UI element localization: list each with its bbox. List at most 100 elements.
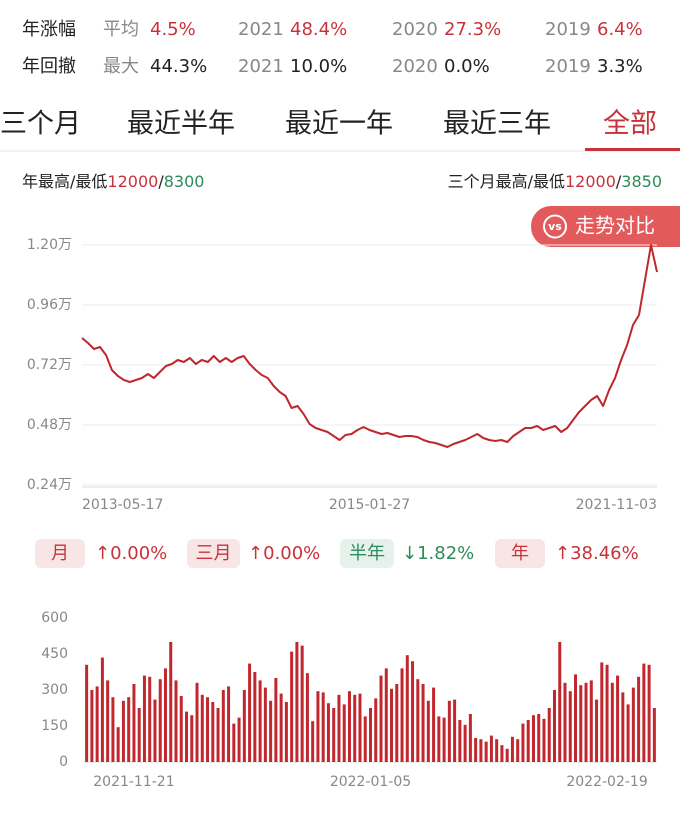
- bar: [206, 697, 210, 762]
- x-tick-label: 2022-02-19: [566, 774, 647, 790]
- stat-cell: 最大: [103, 56, 139, 77]
- bar: [163, 668, 167, 762]
- bar: [405, 655, 409, 762]
- period-badge: [495, 539, 545, 568]
- bar: [552, 690, 556, 762]
- bar: [626, 704, 630, 762]
- bar: [85, 664, 89, 762]
- bar: [574, 674, 578, 762]
- bar: [321, 692, 325, 762]
- bar: [290, 651, 294, 762]
- bar: [579, 685, 583, 762]
- bar: [595, 699, 599, 762]
- bar: [221, 690, 225, 762]
- bar: [169, 642, 173, 762]
- bar: [500, 745, 504, 762]
- stat-cell: 2021: [238, 56, 284, 77]
- tab[interactable]: 最近半年: [127, 109, 235, 140]
- tab[interactable]: 最近一年: [285, 109, 393, 140]
- vs-text: vs: [548, 220, 562, 233]
- range-low: 3850: [621, 172, 662, 191]
- tab[interactable]: 最近三年: [443, 109, 551, 140]
- bar: [547, 708, 551, 762]
- bar: [600, 662, 604, 762]
- bar: [379, 675, 383, 762]
- x-tick-label: 2021-11-03: [576, 497, 657, 513]
- bar: [458, 720, 462, 762]
- bar: [568, 691, 572, 762]
- period-badge: [340, 539, 394, 568]
- period: 半年: [349, 543, 385, 564]
- bar: [652, 708, 656, 762]
- bar: [263, 687, 267, 762]
- price-line: [81, 244, 658, 448]
- period-badge: [187, 539, 240, 568]
- bar: [258, 680, 262, 762]
- tab-underline: [585, 148, 680, 151]
- bar: [642, 663, 646, 762]
- bar: [510, 736, 514, 762]
- bar: [432, 687, 436, 762]
- stat-cell: 6.4%: [597, 19, 643, 40]
- bar: [216, 708, 220, 762]
- bar: [179, 696, 183, 762]
- bar: [589, 680, 593, 762]
- bar: [316, 691, 320, 762]
- tab[interactable]: 三个月: [0, 109, 81, 140]
- stat-cell: 4.5%: [150, 19, 196, 40]
- stat-cell: 44.3%: [150, 56, 207, 77]
- bar: [374, 698, 378, 762]
- bar: [127, 697, 131, 762]
- y-tick-label: 0.24万: [27, 477, 72, 493]
- stat-cell: 27.3%: [444, 19, 501, 40]
- bar: [369, 708, 372, 762]
- tab[interactable]: 全部: [603, 109, 657, 140]
- range-label: 年最高/最低: [22, 172, 107, 191]
- bar: [185, 711, 189, 762]
- bar: [400, 668, 404, 762]
- bar: [463, 724, 467, 762]
- change: ↑0.00%: [248, 543, 320, 564]
- bar: [326, 703, 330, 762]
- bar: [542, 718, 546, 762]
- change: ↓1.82%: [402, 543, 474, 564]
- bar: [116, 727, 120, 762]
- bar: [390, 688, 394, 762]
- stat-cell: 2021: [238, 19, 284, 40]
- bar: [232, 723, 236, 762]
- bar: [174, 680, 178, 762]
- bar: [531, 715, 535, 762]
- y-tick-label: 150: [41, 718, 68, 734]
- bar: [111, 697, 115, 762]
- bar: [95, 686, 99, 762]
- bar: [616, 675, 620, 762]
- bar: [426, 700, 430, 762]
- bar: [248, 663, 252, 762]
- y-tick-label: 450: [41, 646, 68, 662]
- bar: [453, 699, 457, 762]
- y-tick-label: 0.48万: [27, 417, 72, 433]
- bar: [537, 714, 541, 762]
- bar: [153, 699, 157, 762]
- bar: [489, 735, 493, 762]
- bar: [305, 673, 309, 762]
- bar: [158, 679, 162, 762]
- range-low: 8300: [164, 172, 205, 191]
- y-tick-label: 0.96万: [27, 297, 72, 313]
- compare-button[interactable]: [531, 206, 680, 247]
- period: 月: [51, 543, 69, 564]
- vs-icon: [543, 214, 567, 239]
- period: 三月: [196, 543, 232, 564]
- period: 年: [511, 543, 529, 564]
- bar: [269, 700, 273, 762]
- bar: [521, 723, 525, 762]
- compare-label: 走势对比: [575, 214, 655, 238]
- bar: [311, 721, 315, 762]
- stat-cell: 10.0%: [290, 56, 347, 77]
- bar: [474, 738, 478, 762]
- stat-cell: 3.3%: [597, 56, 643, 77]
- bar: [279, 693, 283, 762]
- y-tick-label: 0: [59, 754, 68, 770]
- bar: [300, 645, 304, 762]
- bar: [211, 702, 215, 762]
